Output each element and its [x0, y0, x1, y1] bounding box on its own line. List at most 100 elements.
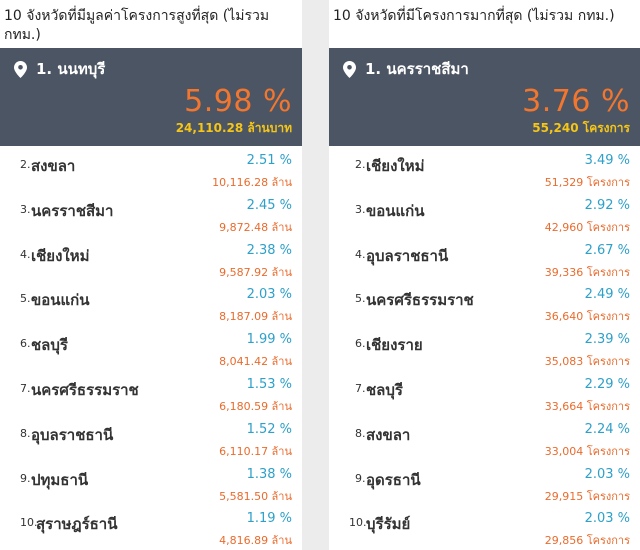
rank-number: 5. [355, 292, 366, 306]
rank-number: 7. [20, 381, 31, 395]
province-percent: 2.03 % [584, 466, 630, 482]
list-item[interactable]: 4. เชียงใหม่ 2.38 % 9,587.92 ล้าน [0, 238, 302, 283]
rank-number: 2. [20, 158, 31, 171]
province-name: นครศรีธรรมราช [31, 380, 139, 399]
list-item[interactable]: 5. นครศรีธรรมราช 2.49 % 36,640 โครงการ [329, 282, 640, 327]
province-name: อุดรธานี [366, 470, 421, 489]
province-amount: 33,004 โครงการ [544, 444, 630, 458]
top-province-card[interactable]: 1. นนทบุรี 5.98 % 24,110.28 ล้านบาท [0, 48, 302, 146]
list-item[interactable]: 6. ชลบุรี 1.99 % 8,041.42 ล้าน [0, 327, 302, 372]
province-amount: 33,664 โครงการ [544, 399, 630, 413]
province-percent: 2.49 % [584, 287, 630, 303]
rank-number: 2. [355, 158, 366, 171]
rank-number: 7. [355, 381, 366, 395]
province-amount: 5,581.50 ล้าน [219, 489, 292, 503]
province-percent: 1.99 % [246, 332, 292, 348]
top-province-name: 1. นครราชสีมา [365, 60, 469, 78]
top-province-heading: 1. นนทบุรี [14, 57, 105, 81]
rank-number: 8. [20, 426, 31, 440]
list-item[interactable]: 10. สุราษฎร์ธานี 1.19 % 4,816.89 ล้าน [0, 506, 302, 550]
list-item[interactable]: 5. ขอนแก่น 2.03 % 8,187.09 ล้าน [0, 282, 302, 327]
province-amount: 8,041.42 ล้าน [219, 355, 292, 369]
panel-title: 10 จังหวัดที่มีมูลค่าโครงการสูงที่สุด (ไ… [4, 8, 270, 43]
list-item[interactable]: 9. อุดรธานี 2.03 % 29,915 โครงการ [329, 462, 640, 507]
list-item[interactable]: 3. นครราชสีมา 2.45 % 9,872.48 ล้าน [0, 193, 302, 238]
province-name: บุรีรัมย์ [366, 515, 411, 534]
rank-number: 3. [355, 202, 366, 216]
province-percent: 2.39 % [584, 332, 630, 348]
list-item[interactable]: 8. สงขลา 2.24 % 33,004 โครงการ [329, 417, 640, 462]
value-ranking-panel: 10 จังหวัดที่มีมูลค่าโครงการสูงที่สุด (ไ… [0, 0, 302, 550]
top-province-percent: 5.98 % [184, 84, 292, 119]
list-item[interactable]: 2. สงขลา 2.51 % 10,116.28 ล้าน [0, 148, 302, 193]
province-name: สุราษฎร์ธานี [36, 515, 118, 534]
province-amount: 9,872.48 ล้าน [219, 220, 292, 234]
province-percent: 2.03 % [584, 511, 630, 527]
list-item[interactable]: 9. ปทุมธานี 1.38 % 5,581.50 ล้าน [0, 462, 302, 507]
province-percent: 2.92 % [584, 197, 630, 213]
map-pin-icon [14, 60, 27, 78]
top-province-percent: 3.76 % [522, 84, 630, 119]
province-percent: 2.38 % [246, 242, 292, 258]
province-name: ขอนแก่น [366, 201, 425, 220]
rank-number: 3. [20, 202, 31, 216]
province-name: อุบลราชธานี [31, 425, 114, 444]
province-amount: 42,960 โครงการ [544, 220, 630, 234]
top-province-amount: 55,240 โครงการ [532, 121, 630, 135]
province-amount: 51,329 โครงการ [544, 176, 630, 189]
rank-number: 8. [355, 426, 366, 440]
province-percent: 3.49 % [584, 153, 630, 168]
province-amount: 29,856 โครงการ [544, 534, 630, 548]
province-name: นครราชสีมา [31, 201, 114, 220]
province-name: เชียงใหม่ [366, 157, 425, 175]
province-amount: 10,116.28 ล้าน [212, 176, 292, 189]
province-percent: 2.51 % [246, 153, 292, 168]
top-province-amount: 24,110.28 ล้านบาท [175, 121, 292, 135]
list-item[interactable]: 7. นครศรีธรรมราช 1.53 % 6,180.59 ล้าน [0, 372, 302, 417]
province-percent: 1.19 % [246, 511, 292, 527]
province-percent: 2.45 % [246, 197, 292, 213]
list-item[interactable]: 7. ชลบุรี 2.29 % 33,664 โครงการ [329, 372, 640, 417]
province-amount: 8,187.09 ล้าน [219, 310, 292, 324]
province-percent: 1.52 % [246, 421, 292, 437]
rank-number: 10. [20, 516, 38, 530]
province-name: เชียงราย [366, 336, 423, 355]
province-name: ชลบุรี [31, 336, 68, 355]
province-percent: 1.38 % [246, 466, 292, 482]
province-percent: 2.67 % [584, 242, 630, 258]
top-province-heading: 1. นครราชสีมา [343, 57, 469, 81]
province-name: ชลบุรี [366, 380, 403, 399]
province-name: นครศรีธรรมราช [366, 291, 474, 310]
list-item[interactable]: 10. บุรีรัมย์ 2.03 % 29,856 โครงการ [329, 506, 640, 550]
province-amount: 4,816.89 ล้าน [219, 534, 292, 548]
list-item[interactable]: 2. เชียงใหม่ 3.49 % 51,329 โครงการ [329, 148, 640, 193]
province-name: อุบลราชธานี [366, 246, 449, 265]
ranking-list: 2. สงขลา 2.51 % 10,116.28 ล้าน 3. นครราชสีมา… [0, 146, 302, 550]
rank-number: 6. [20, 337, 31, 351]
top-province-card[interactable]: 1. นครราชสีมา 3.76 % 55,240 โครงการ [329, 48, 640, 146]
province-amount: 6,180.59 ล้าน [219, 399, 292, 413]
map-pin-icon [343, 60, 356, 78]
rank-number: 5. [20, 292, 31, 306]
province-percent: 2.03 % [246, 287, 292, 303]
top-province-name: 1. นนทบุรี [36, 60, 106, 78]
list-item[interactable]: 4. อุบลราชธานี 2.67 % 39,336 โครงการ [329, 238, 640, 283]
rank-number: 6. [355, 337, 366, 351]
province-percent: 2.24 % [584, 421, 630, 437]
rank-number: 9. [20, 471, 31, 485]
province-amount: 35,083 โครงการ [544, 355, 630, 369]
list-item[interactable]: 8. อุบลราชธานี 1.52 % 6,110.17 ล้าน [0, 417, 302, 462]
list-item[interactable]: 6. เชียงราย 2.39 % 35,083 โครงการ [329, 327, 640, 372]
province-amount: 29,915 โครงการ [544, 489, 630, 503]
list-item[interactable]: 3. ขอนแก่น 2.92 % 42,960 โครงการ [329, 193, 640, 238]
province-amount: 39,336 โครงการ [544, 265, 630, 279]
ranking-list: 2. เชียงใหม่ 3.49 % 51,329 โครงการ 3. ขอนแก่… [329, 146, 640, 550]
rank-number: 9. [355, 471, 366, 485]
province-percent: 1.53 % [246, 376, 292, 392]
province-name: ปทุมธานี [31, 470, 89, 489]
count-ranking-panel: 10 จังหวัดที่มีโครงการมากที่สุด (ไม่รวม … [329, 0, 640, 550]
province-name: เชียงใหม่ [31, 246, 90, 265]
panel-title: 10 จังหวัดที่มีโครงการมากที่สุด (ไม่รวม … [333, 8, 615, 24]
province-amount: 36,640 โครงการ [544, 310, 630, 324]
rank-number: 4. [355, 247, 366, 261]
